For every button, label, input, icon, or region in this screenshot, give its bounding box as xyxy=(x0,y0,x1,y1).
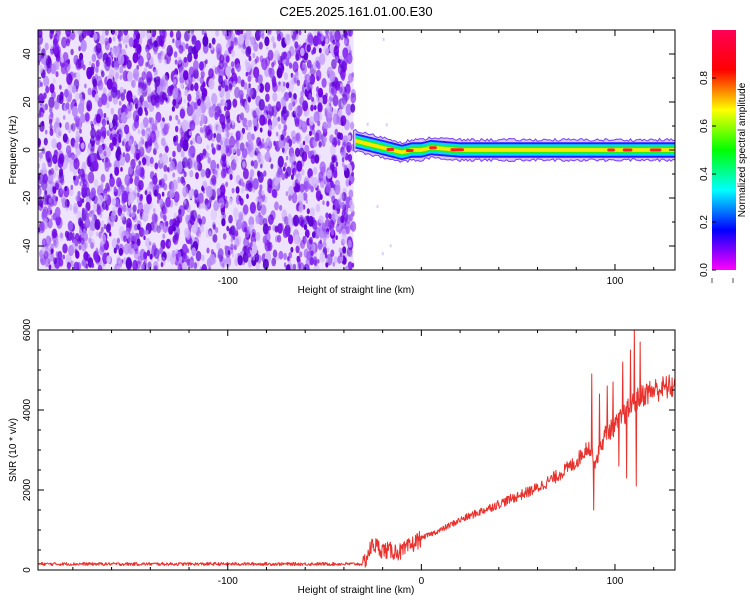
snr-series-line xyxy=(38,330,675,568)
x-tick-label: 100 xyxy=(607,576,624,587)
colorbar-tick-label: 0.8 xyxy=(699,71,710,85)
x-tick-label: 0 xyxy=(419,576,425,587)
spectrogram-signal-track xyxy=(353,128,675,164)
snr-y-ticks: 0 2000 4000 6000 xyxy=(22,318,675,573)
snr-frame xyxy=(38,330,675,570)
colorbar-ticks: 0.0 0.2 0.4 0.6 0.8 xyxy=(699,71,734,283)
spectrogram-y-label: Frequency (Hz) xyxy=(8,116,19,185)
spectrogram-y-ticks: 40 20 0 -20 -40 xyxy=(22,29,675,271)
colorbar-gradient xyxy=(712,30,736,270)
y-tick-label: 2000 xyxy=(22,478,33,501)
y-tick-label: 0 xyxy=(22,567,33,573)
snr-x-label: Height of straight line (km) xyxy=(298,585,415,596)
y-tick-label: -20 xyxy=(22,190,33,205)
x-tick-label: -100 xyxy=(218,576,238,587)
y-tick-label: 4000 xyxy=(22,398,33,421)
spectrogram-x-ticks: -100 100 xyxy=(72,30,655,287)
spectrogram-x-label: Height of straight line (km) xyxy=(298,285,415,296)
y-tick-label: 40 xyxy=(22,48,33,60)
y-tick-label: 0 xyxy=(22,147,33,153)
x-tick-label: -100 xyxy=(218,276,238,287)
snr-x-ticks: -100 0 100 xyxy=(72,330,655,587)
spectrogram-panel: -100 100 40 20 0 -20 -40 Height of straight l… xyxy=(8,29,676,296)
colorbar-label: Normalized spectral amplitude xyxy=(737,82,748,217)
snr-y-label: SNR (10 * v/v) xyxy=(8,418,19,482)
colorbar-tick-label: 0.0 xyxy=(699,263,710,277)
x-tick-label: 100 xyxy=(607,276,624,287)
colorbar-tick-label: 0.4 xyxy=(699,167,710,181)
spectrogram-noise xyxy=(38,30,405,270)
colorbar: 0.0 0.2 0.4 0.6 0.8 Normalized spectral ampl… xyxy=(699,30,748,283)
y-tick-label: -40 xyxy=(22,238,33,253)
y-tick-label: 6000 xyxy=(22,318,33,341)
colorbar-tick-label: 0.6 xyxy=(699,119,710,133)
colorbar-tick-label: 0.2 xyxy=(699,215,710,229)
chart-title: C2E5.2025.161.01.00.E30 xyxy=(279,4,432,19)
y-tick-label: 20 xyxy=(22,96,33,108)
